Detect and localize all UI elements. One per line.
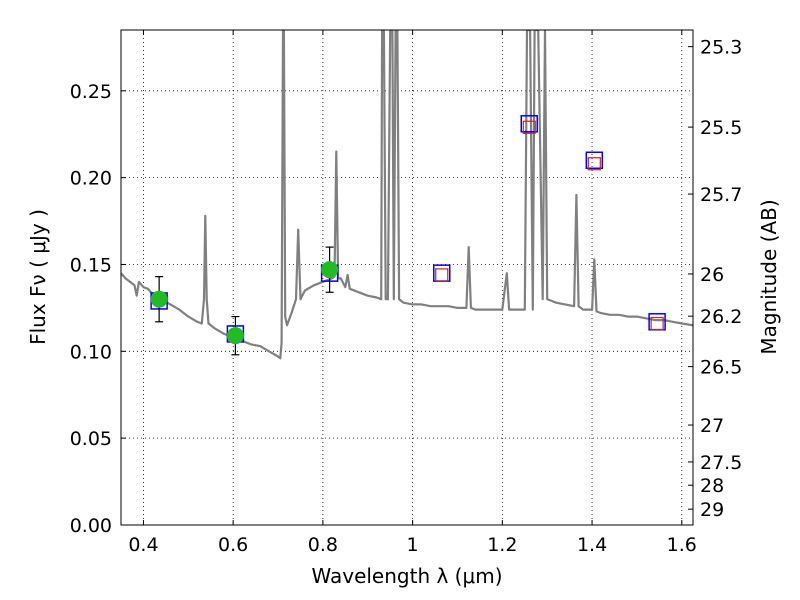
x-axis-title: Wavelength λ (μm) bbox=[311, 564, 502, 588]
observed-flux-point bbox=[226, 327, 244, 345]
sed-model-line bbox=[121, 30, 693, 360]
y-tick-label: 0.10 bbox=[70, 341, 112, 363]
upper-limit-square bbox=[650, 316, 664, 331]
y-tick-label: 0.15 bbox=[70, 254, 112, 276]
observed-flux-point bbox=[321, 261, 339, 279]
upper-limit-square bbox=[435, 268, 449, 282]
y-tick-label: 0.00 bbox=[70, 515, 112, 537]
y-tick-label: 0.25 bbox=[70, 81, 112, 103]
model-flux-square bbox=[520, 115, 539, 133]
y2-tick-label: 26.2 bbox=[700, 306, 742, 328]
x-tick-label: 1.4 bbox=[577, 534, 607, 556]
x-tick-label: 0.4 bbox=[128, 534, 158, 556]
x-tick-label: 0.6 bbox=[218, 534, 248, 556]
y-axis-title: Flux Fν ( μJy ) bbox=[26, 209, 50, 345]
y2-tick-label: 26 bbox=[700, 264, 724, 286]
upper-limit-square bbox=[587, 157, 601, 171]
plot-area bbox=[121, 30, 693, 360]
y2-tick-label: 26.5 bbox=[700, 357, 742, 379]
model-flux-square bbox=[585, 151, 604, 170]
y2-tick-label: 27 bbox=[700, 415, 724, 437]
plot-frame bbox=[120, 29, 694, 526]
x-tick-label: 1.2 bbox=[487, 534, 517, 556]
y-tick-label: 0.20 bbox=[70, 168, 112, 190]
ticks: 0.4 0.6 0.8 1 1.2 1.4 1.6 0.00 0.05 0.10 0.15 0.20 0… bbox=[70, 30, 742, 556]
y2-axis-title: Magnitude (AB) bbox=[757, 199, 781, 354]
y2-tick-label: 25.3 bbox=[700, 37, 742, 59]
y-tick-label: 0.05 bbox=[70, 428, 112, 450]
observed-flux-point bbox=[150, 290, 168, 308]
x-tick-label: 1.6 bbox=[667, 534, 697, 556]
y2-tick-label: 27.5 bbox=[700, 452, 742, 474]
upper-limit-square bbox=[522, 120, 536, 134]
x-tick-label: 1 bbox=[407, 534, 419, 556]
y2-tick-label: 28 bbox=[700, 475, 724, 497]
x-tick-label: 0.8 bbox=[308, 534, 338, 556]
y2-tick-label: 29 bbox=[700, 499, 724, 521]
y2-tick-label: 25.7 bbox=[700, 184, 742, 206]
y2-tick-label: 25.5 bbox=[700, 117, 742, 139]
markers bbox=[150, 115, 666, 356]
